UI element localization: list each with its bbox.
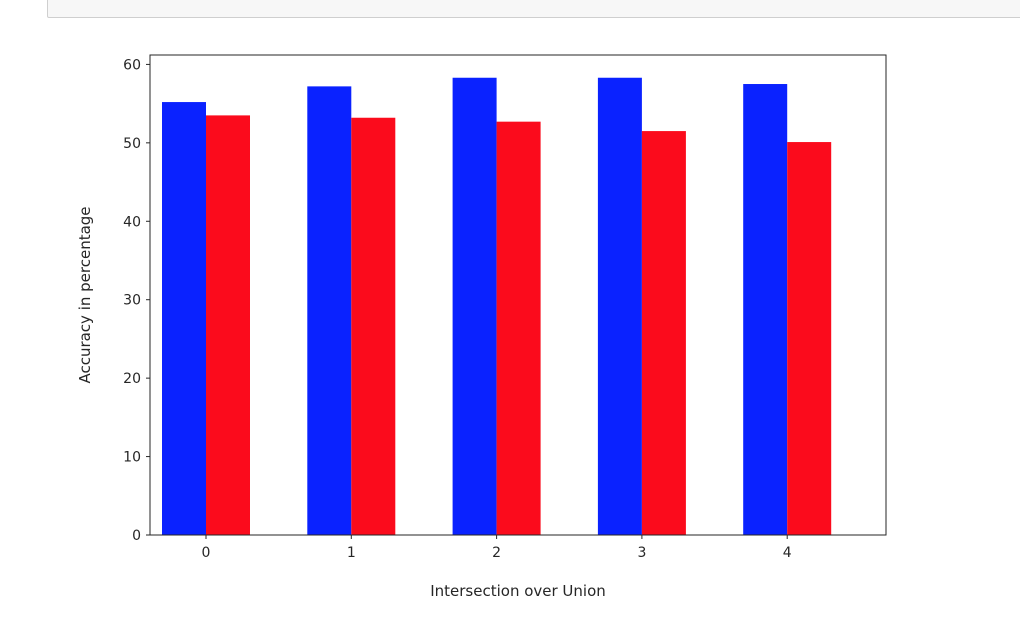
y-tick-label: 60 (123, 57, 141, 73)
bar-series0-cat3 (597, 77, 642, 536)
x-tick-label: 3 (637, 545, 646, 561)
bar-series1-cat3 (641, 131, 686, 535)
bar-series1-cat2 (496, 121, 541, 536)
y-tick-label: 30 (123, 293, 141, 309)
bar-series0-cat2 (452, 77, 497, 536)
x-axis-label: Intersection over Union (430, 582, 606, 600)
x-axis: 0 1 2 3 4 (202, 535, 792, 561)
bar-series0-cat0 (162, 102, 206, 535)
x-tick-label: 1 (347, 545, 356, 561)
x-tick-label: 0 (202, 545, 211, 561)
bar-series1-cat1 (351, 117, 396, 536)
y-tick-label: 40 (123, 214, 141, 230)
bar-series0-cat1 (307, 86, 352, 535)
y-axis: 0 10 20 30 40 50 60 (123, 57, 150, 544)
x-tick-label: 4 (783, 545, 792, 561)
y-tick-label: 50 (123, 136, 141, 152)
y-axis-label: Accuracy in percentage (76, 206, 94, 383)
plot-frame (149, 54, 887, 536)
notebook-cell-edge (47, 0, 1020, 18)
bar-series1-cat4 (787, 142, 832, 535)
y-tick-label: 0 (132, 528, 141, 544)
y-tick-label: 20 (123, 371, 141, 387)
y-tick-label: 10 (123, 450, 141, 466)
bar-series0-cat4 (743, 84, 788, 536)
bar-series1-cat0 (206, 115, 250, 536)
bars-group (162, 77, 832, 536)
x-tick-label: 2 (492, 545, 501, 561)
